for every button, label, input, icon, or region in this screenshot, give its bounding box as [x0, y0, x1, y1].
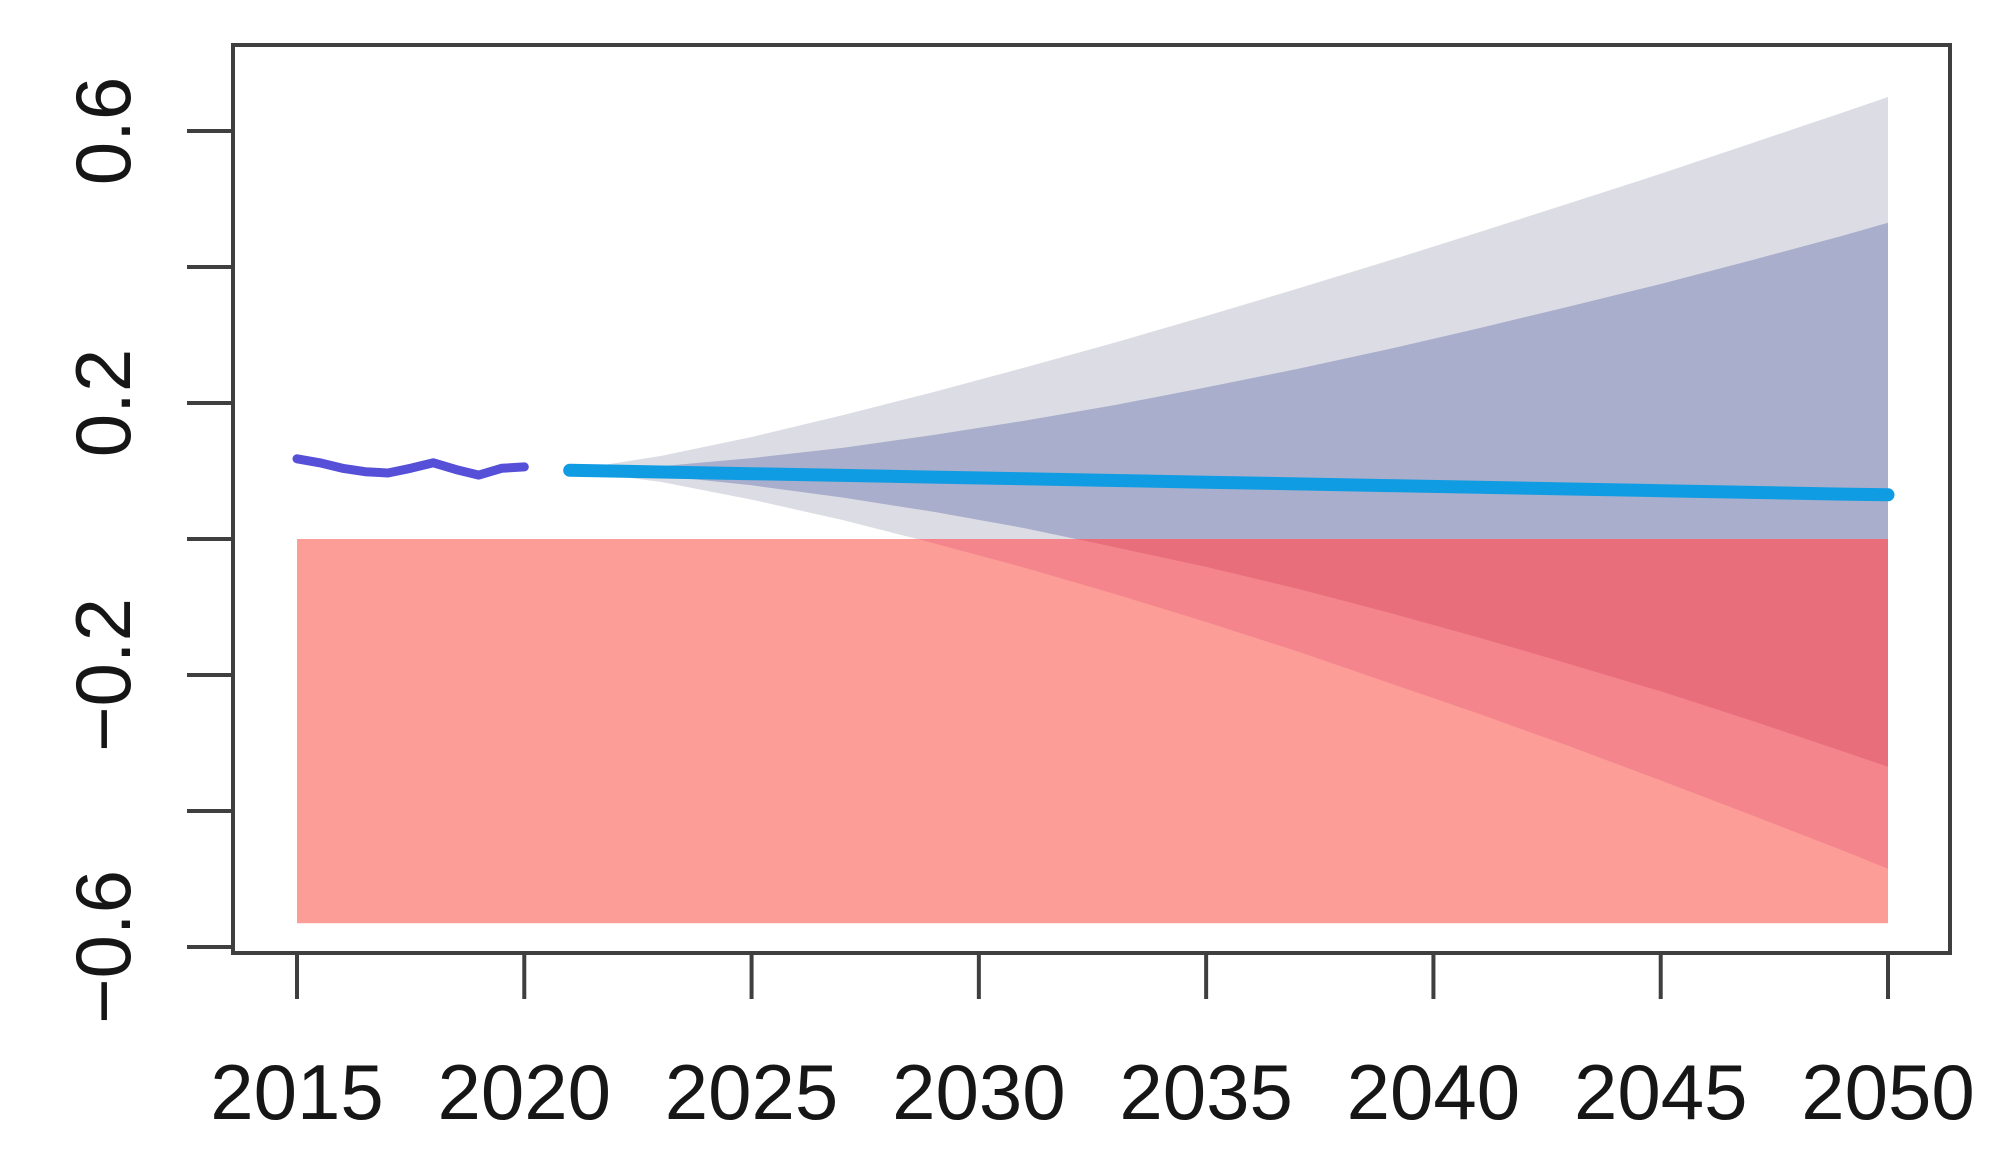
x-axis-tick-label: 2025 — [665, 1048, 839, 1136]
x-axis-tick-label: 2030 — [892, 1048, 1066, 1136]
y-axis-tick-label: 0.2 — [59, 349, 147, 457]
plot-frame — [231, 43, 1952, 955]
y-axis-tick-label: −0.2 — [59, 598, 147, 752]
forecast-line — [563, 463, 1895, 502]
inner-band-red-overlap — [1076, 539, 1888, 767]
x-axis-tick-label: 2020 — [438, 1048, 612, 1136]
x-axis-tick-label: 2015 — [210, 1048, 384, 1136]
x-axis-tick-label: 2050 — [1801, 1048, 1975, 1136]
y-axis-tick-label: 0.6 — [59, 77, 147, 185]
x-axis-tick-label: 2035 — [1119, 1048, 1293, 1136]
x-axis-tick-label: 2040 — [1347, 1048, 1521, 1136]
y-axis-tick-label: −0.6 — [59, 870, 147, 1024]
x-axis-tick-label: 2045 — [1574, 1048, 1748, 1136]
historical-line — [292, 454, 529, 480]
